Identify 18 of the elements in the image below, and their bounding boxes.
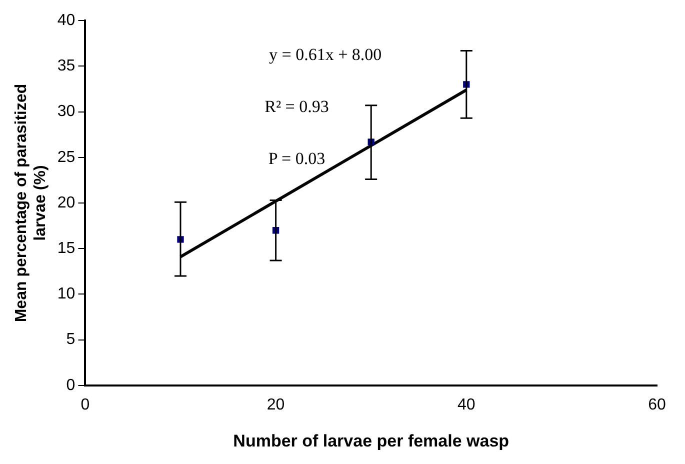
annotation: R² = 0.93 (264, 97, 329, 116)
x-tick-label: 20 (266, 396, 285, 414)
y-tick-label: 0 (66, 376, 76, 394)
x-axis-title: Number of larvae per female wasp (233, 431, 510, 450)
y-tick-label: 20 (57, 194, 76, 212)
annotation: y = 0.61x + 8.00 (269, 45, 382, 64)
y-tick-label: 10 (57, 286, 76, 303)
y-axis-title: Mean percentage of parasitized larvae (%) (13, 84, 50, 322)
y-tick-label: 40 (57, 12, 76, 30)
y-tick-label: 25 (57, 148, 76, 166)
y-tick-label: 15 (57, 240, 76, 258)
annotation: P = 0.03 (268, 149, 326, 168)
y-tick-label: 35 (57, 58, 76, 75)
x-tick-label: 0 (80, 396, 90, 414)
y-tick-label: 5 (66, 331, 76, 348)
x-tick-label: 40 (458, 396, 476, 414)
y-tick-label: 30 (57, 103, 76, 120)
x-tick-label: 60 (648, 396, 666, 414)
